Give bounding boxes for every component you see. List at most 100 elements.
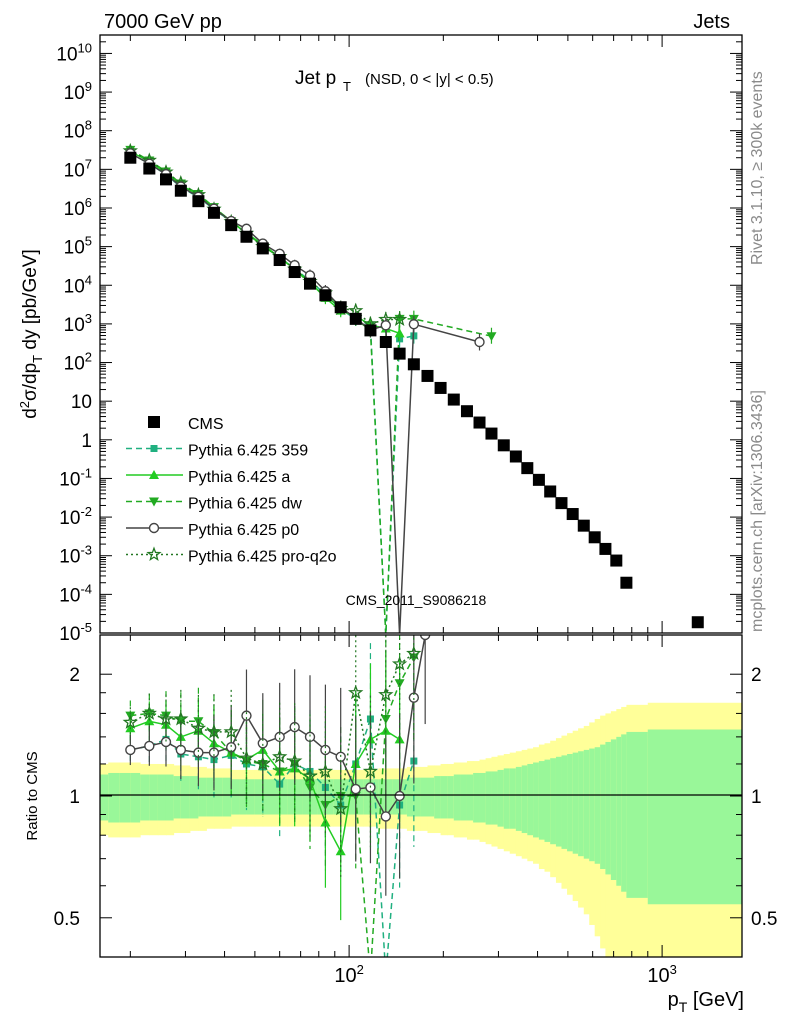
series-pythia-6-425-pro-q2o	[122, 635, 422, 878]
green-band-bin	[466, 774, 474, 821]
green-band-bin	[509, 768, 517, 829]
green-band-bin	[279, 779, 288, 815]
data-point	[497, 439, 510, 452]
green-band-bin	[647, 729, 742, 905]
y-tick-label: 10	[71, 392, 92, 413]
data-point	[304, 277, 317, 290]
green-band-bin	[497, 769, 505, 827]
green-band-bin	[378, 779, 387, 815]
green-band-bin	[583, 749, 590, 859]
data-point	[320, 744, 331, 756]
data-point	[364, 324, 377, 337]
green-band-bin	[621, 734, 627, 892]
ratio-tick-label-right: 2	[751, 665, 762, 686]
data-point	[434, 381, 447, 394]
uncertainty-bands	[100, 702, 742, 957]
green-band-bin	[130, 772, 141, 823]
data-point	[460, 405, 473, 418]
data-point	[223, 723, 239, 739]
green-band-bin	[533, 762, 540, 838]
data-point	[208, 747, 220, 758]
legend-label: CMS	[188, 416, 224, 433]
data-point	[143, 162, 156, 175]
green-band-bin	[100, 774, 109, 821]
y-tick-label: 10-5	[59, 620, 92, 645]
ratio-tick-label-right: 1	[751, 787, 762, 808]
data-point	[391, 655, 408, 671]
data-point	[190, 720, 207, 735]
data-point	[406, 645, 422, 661]
green-band-bin	[453, 774, 462, 821]
y-tick-label: 109	[64, 79, 92, 104]
data-point	[419, 635, 431, 641]
analysis-watermark: CMS_2011_S9086218	[346, 592, 487, 608]
data-point	[473, 416, 486, 429]
y-tick-label: 104	[64, 272, 92, 297]
data-point	[599, 542, 612, 555]
green-band-bin	[333, 779, 342, 815]
data-point	[544, 485, 557, 498]
data-point	[577, 519, 590, 532]
green-band-bin	[310, 779, 319, 815]
green-band-bin	[427, 777, 435, 817]
green-band-bin	[610, 739, 617, 880]
legend-marker	[148, 416, 160, 428]
green-band-bin	[578, 751, 585, 857]
data-point	[124, 151, 137, 164]
data-point	[238, 750, 255, 765]
green-band-bin	[206, 777, 215, 817]
green-band-bin	[363, 779, 371, 815]
green-band-bin	[521, 765, 528, 834]
data-point	[407, 358, 420, 371]
green-band-bin	[317, 779, 326, 815]
data-point	[274, 731, 285, 743]
y-tick-label: 105	[64, 234, 92, 259]
data-point	[141, 705, 157, 720]
y-tick-label: 107	[64, 156, 92, 181]
data-point	[225, 219, 238, 232]
legend-item-pythia-6-425-a: Pythia 6.425 a	[126, 469, 290, 486]
legend-label: Pythia 6.425 pro-q2o	[188, 549, 337, 566]
title-cond: (NSD, 0 < |y| < 0.5)	[365, 71, 494, 88]
data-point	[273, 254, 286, 267]
data-point	[347, 684, 364, 700]
mcplots-label: mcplots.cern.ch [arXiv:1306.3436]	[749, 390, 766, 632]
green-band-bin	[119, 772, 131, 823]
data-point	[144, 716, 155, 726]
green-band-bin	[385, 779, 394, 815]
green-band-bin	[491, 771, 499, 825]
data-point	[474, 336, 485, 348]
green-band-bin	[246, 779, 256, 815]
y-tick-label: 10-1	[59, 465, 92, 490]
legend-marker	[149, 470, 159, 479]
green-band-bin	[527, 763, 534, 836]
y-tick-label: 106	[64, 195, 92, 220]
data-point	[287, 753, 303, 768]
green-band-bin	[626, 731, 649, 898]
legend-marker	[149, 497, 159, 507]
green-band-bin	[213, 777, 224, 817]
data-point	[192, 195, 205, 208]
green-band-bin	[108, 772, 121, 823]
green-band-bin	[503, 768, 511, 829]
data-point	[174, 184, 187, 197]
green-band-bin	[420, 777, 428, 817]
series-cms	[124, 151, 704, 629]
y-axis-label-ratio: Ratio to CMS	[24, 751, 41, 840]
legend-label: Pythia 6.425 359	[188, 443, 308, 460]
data-point	[241, 710, 252, 721]
data-point	[691, 616, 704, 629]
green-band-bin	[340, 779, 349, 815]
data-point	[408, 319, 420, 330]
data-point	[144, 740, 155, 752]
data-point	[160, 736, 172, 748]
green-band-bin	[254, 779, 264, 815]
legend-marker	[150, 445, 158, 452]
green-band-bin	[479, 772, 487, 823]
green-band-bin	[287, 779, 296, 815]
green-band-bin	[413, 777, 421, 817]
data-point	[521, 462, 534, 475]
title-sub: T	[343, 79, 351, 94]
data-point	[125, 744, 136, 756]
